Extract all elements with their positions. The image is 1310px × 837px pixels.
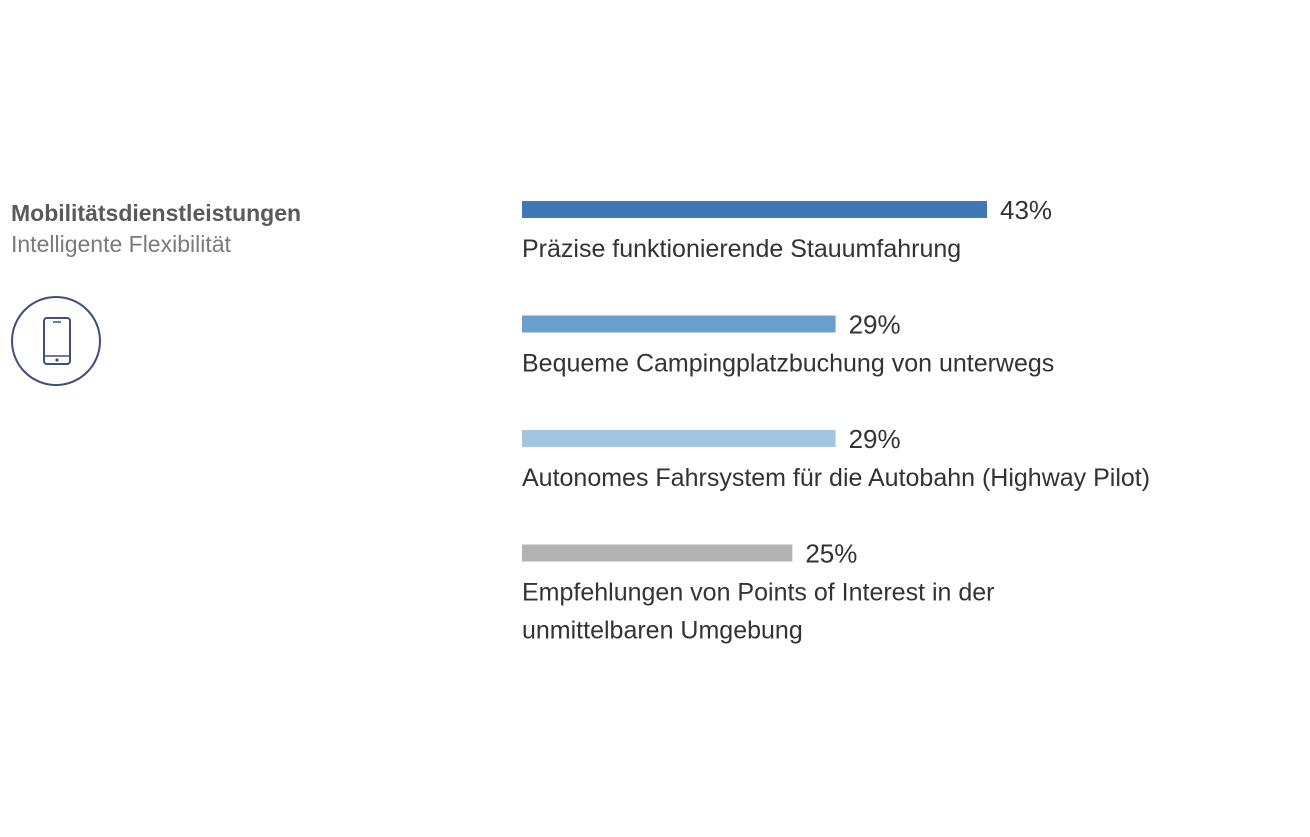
bar-category-label: Präzise funktionierende Stauumfahrung xyxy=(522,235,961,263)
bar-item: 43% Präzise funktionierende Stauumfahrung xyxy=(522,195,1052,263)
bar-category-label: unmittelbaren Umgebung xyxy=(522,617,803,645)
bar-item: 29% Autonomes Fahrsystem für die Autobahn… xyxy=(522,424,1150,492)
bar-value-label: 29% xyxy=(849,424,901,454)
category-panel: Mobilitätsdienstleistungen Intelligente … xyxy=(11,198,431,386)
bar-value-label: 25% xyxy=(805,539,857,569)
bar-category-label: Empfehlungen von Points of Interest in d… xyxy=(522,579,995,607)
bar xyxy=(522,315,836,333)
category-subtitle: Intelligente Flexibilität xyxy=(11,231,231,257)
bar-item: 29% Bequeme Campingplatzbuchung von unter… xyxy=(522,310,1054,378)
bar-value-label: 29% xyxy=(849,310,901,340)
category-title: Mobilitätsdienstleistungen xyxy=(11,200,302,226)
bar xyxy=(522,201,987,218)
bar-value-label: 43% xyxy=(1000,195,1052,225)
bar-item: 25% Empfehlungen von Points of Interest i… xyxy=(522,539,995,645)
bar xyxy=(522,430,836,447)
bar-category-label: Bequeme Campingplatzbuchung von unterweg… xyxy=(522,350,1054,378)
bar-category-label: Autonomes Fahrsystem für die Autobahn (H… xyxy=(522,464,1150,492)
bar xyxy=(522,544,793,562)
smartphone-icon xyxy=(11,296,101,386)
